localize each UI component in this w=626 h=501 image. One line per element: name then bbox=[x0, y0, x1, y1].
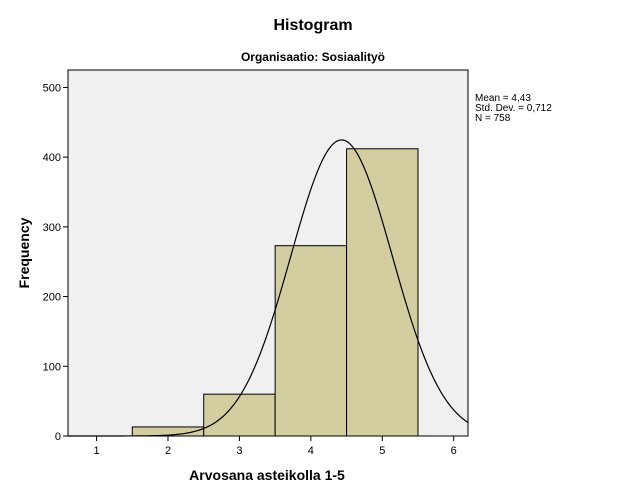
y-axis: 0 100 200 300 400 500 bbox=[43, 82, 68, 443]
stats-std-dev: Std. Dev. = 0,712 bbox=[475, 103, 552, 114]
histogram-bar-4 bbox=[346, 148, 419, 437]
x-tick-label-6: 6 bbox=[451, 445, 457, 457]
stats-mean: Mean = 4,43 bbox=[475, 93, 531, 104]
bars-layer bbox=[131, 148, 419, 437]
chart-subtitle: Organisaatio: Sosiaalityö bbox=[241, 50, 385, 64]
y-axis-label: Frequency bbox=[16, 217, 32, 288]
x-axis-label: Arvosana asteikolla 1-5 bbox=[189, 467, 345, 483]
histogram-bar-2 bbox=[203, 393, 276, 437]
chart-title: Histogram bbox=[273, 17, 352, 34]
stats-box: Mean = 4,43 Std. Dev. = 0,712 N = 758 bbox=[475, 93, 552, 124]
stats-n: N = 758 bbox=[475, 113, 511, 124]
x-tick-label-2: 2 bbox=[165, 445, 171, 457]
y-tick-label-500: 500 bbox=[43, 82, 61, 94]
y-tick-label-200: 200 bbox=[43, 292, 61, 304]
x-tick-label-1: 1 bbox=[94, 445, 100, 457]
y-tick-label-0: 0 bbox=[55, 431, 61, 443]
x-axis: 1 2 3 4 5 6 bbox=[94, 436, 457, 457]
y-tick-label-100: 100 bbox=[43, 361, 61, 373]
x-tick-label-3: 3 bbox=[236, 445, 242, 457]
normal-curve bbox=[68, 139, 469, 437]
x-tick-label-5: 5 bbox=[379, 445, 385, 457]
y-tick-label-400: 400 bbox=[43, 152, 61, 164]
y-tick-label-300: 300 bbox=[43, 222, 61, 234]
x-tick-label-4: 4 bbox=[308, 445, 314, 457]
